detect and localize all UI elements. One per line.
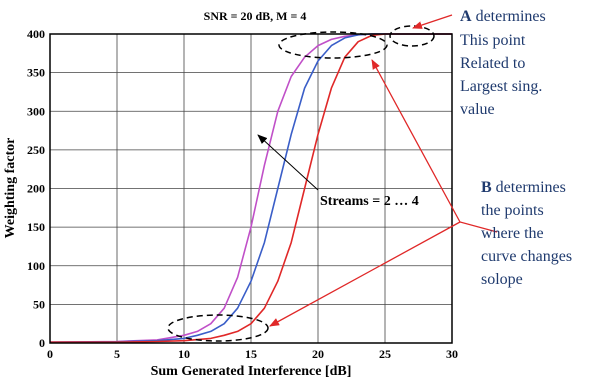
annotation-b-line-1: determines [492, 179, 566, 196]
y-tick-label: 150 [27, 220, 45, 234]
annotation-b-line-5: solope [481, 271, 523, 288]
annotation-b-line-3: where the [481, 225, 544, 242]
plot-frame [49, 33, 453, 344]
annotation-b-line-4: curve changes [481, 248, 572, 265]
ellipse-top-saturation [278, 31, 388, 59]
y-tick-label: 0 [39, 336, 45, 350]
x-tick-label: 30 [446, 347, 458, 361]
x-axis-label: Sum Generated Interference [dB] [151, 364, 352, 379]
y-tick-label: 250 [27, 143, 45, 157]
y-tick-label: 50 [33, 297, 45, 311]
ellipse-bottom-knee [167, 314, 269, 342]
annotation-a: A determines [460, 8, 546, 25]
annotation-b-line-2: the points [481, 202, 544, 219]
annotation-a-letter: A [460, 8, 472, 25]
x-tick-label: 20 [312, 347, 324, 361]
x-tick-label: 15 [245, 347, 257, 361]
y-tick-label: 100 [27, 259, 45, 273]
y-tick-label: 350 [27, 66, 45, 80]
annotation-a-line-1: determines [472, 8, 546, 25]
series-line-3 [50, 33, 452, 344]
arrow-a [412, 14, 453, 29]
y-tick-label: 400 [27, 27, 45, 41]
x-tick-label: 5 [114, 347, 120, 361]
arrow-b-lower [269, 221, 461, 327]
y-axis-label: Weighting factor [3, 138, 18, 239]
annotation-a-line-4: Largest sing. [460, 78, 542, 95]
x-tick-label: 25 [379, 347, 391, 361]
annotation-b: B determines [481, 179, 566, 196]
annotation-a-line-2: This point [460, 32, 526, 49]
x-tick-label: 0 [47, 347, 53, 361]
streams-arrow [257, 134, 319, 191]
y-tick-label: 300 [27, 104, 45, 118]
y-tick-label: 200 [27, 182, 45, 196]
annotation-b-letter: B [481, 179, 492, 196]
chart-title: SNR = 20 dB, M = 4 [204, 9, 307, 23]
ellipse-top-right [389, 25, 435, 47]
x-tick-label: 10 [178, 347, 190, 361]
grid [49, 33, 453, 344]
annotation-a-line-3: Related to [460, 55, 525, 72]
streams-label: Streams = 2 … 4 [320, 194, 419, 209]
annotation-a-line-5: value [460, 101, 495, 118]
